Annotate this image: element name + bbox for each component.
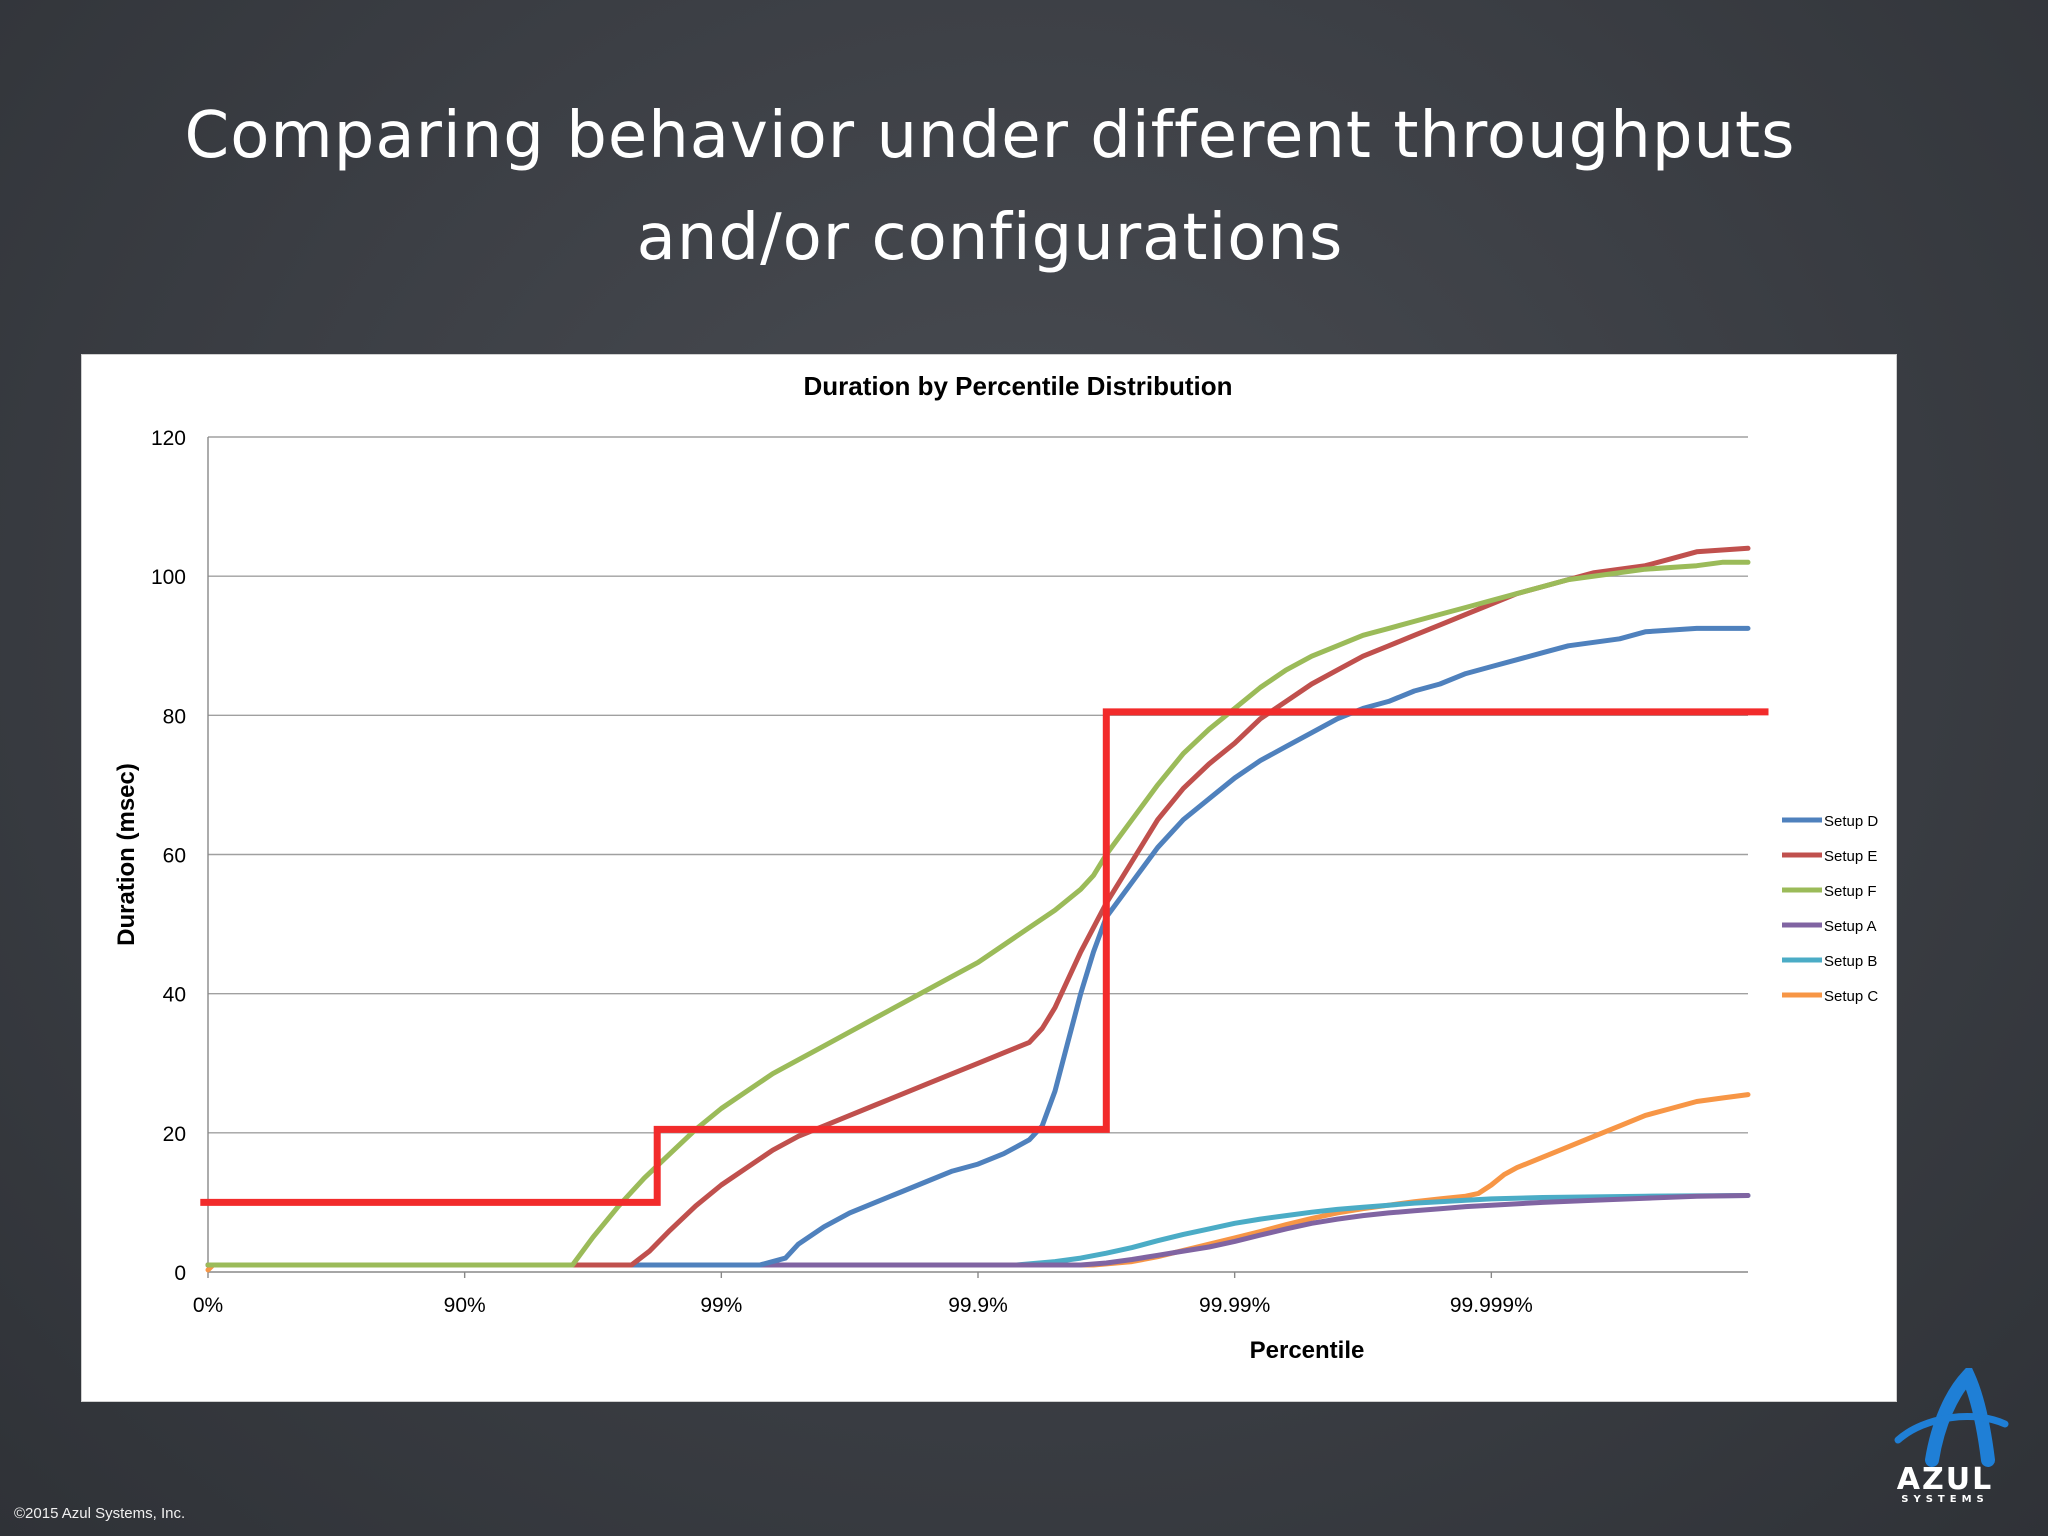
slide-title-line-1: Comparing behavior under different throu… <box>184 99 1796 173</box>
series-line-setup-b <box>205 1193 1751 1268</box>
y-tick-label: 40 <box>163 984 186 1007</box>
logo-word: AZUL <box>1896 1462 1994 1497</box>
series-line-setup-c <box>205 1092 1751 1273</box>
legend-label: Setup B <box>1824 953 1877 970</box>
chart-panel: Duration by Percentile Distribution 0 20 40… <box>81 354 1897 1402</box>
legend-label: Setup E <box>1824 848 1877 865</box>
logo-subword: SYSTEMS <box>1901 1494 1989 1505</box>
x-tick-label: 99.99% <box>1199 1294 1270 1317</box>
series-line-setup-a <box>205 1193 1751 1268</box>
chart-title: Duration by Percentile Distribution <box>803 371 1232 401</box>
y-tick-label: 60 <box>163 845 186 868</box>
x-tick-label: 99.9% <box>948 1294 1008 1317</box>
series-line-setup-f <box>205 559 1751 1268</box>
copyright-text: ©2015 Azul Systems, Inc. <box>14 1505 186 1522</box>
legend-label: Setup A <box>1824 918 1877 935</box>
x-tick-label: 99% <box>700 1294 742 1317</box>
x-tick-label: 99.999% <box>1450 1294 1533 1317</box>
y-tick-label: 20 <box>163 1123 186 1146</box>
series-line-setup-d <box>205 625 1751 1268</box>
x-tick-label: 0% <box>193 1294 223 1317</box>
y-tick-label: 120 <box>151 427 186 450</box>
percentile-chart: Duration by Percentile Distribution 0 20 40… <box>113 371 1878 1364</box>
y-tick-label: 80 <box>163 705 186 728</box>
azul-systems-logo: AZUL SYSTEMS <box>1880 1363 2010 1508</box>
x-tick-label: 90% <box>444 1294 486 1317</box>
y-axis-title: Duration (msec) <box>113 763 140 946</box>
legend-label: Setup F <box>1824 883 1877 900</box>
sla-requirement-line <box>200 708 1769 1206</box>
y-tick-label: 100 <box>151 566 186 589</box>
series-line-setup-e <box>205 545 1751 1268</box>
legend-label: Setup C <box>1824 988 1878 1005</box>
y-tick-label: 0 <box>174 1262 186 1285</box>
legend-label: Setup D <box>1824 813 1878 830</box>
azul-logo-icon <box>1894 1363 2009 1467</box>
x-axis-title: Percentile <box>1250 1337 1365 1364</box>
slide-title-line-2: and/or configurations <box>636 201 1344 275</box>
slide-title: Comparing behavior under different throu… <box>0 85 1980 289</box>
